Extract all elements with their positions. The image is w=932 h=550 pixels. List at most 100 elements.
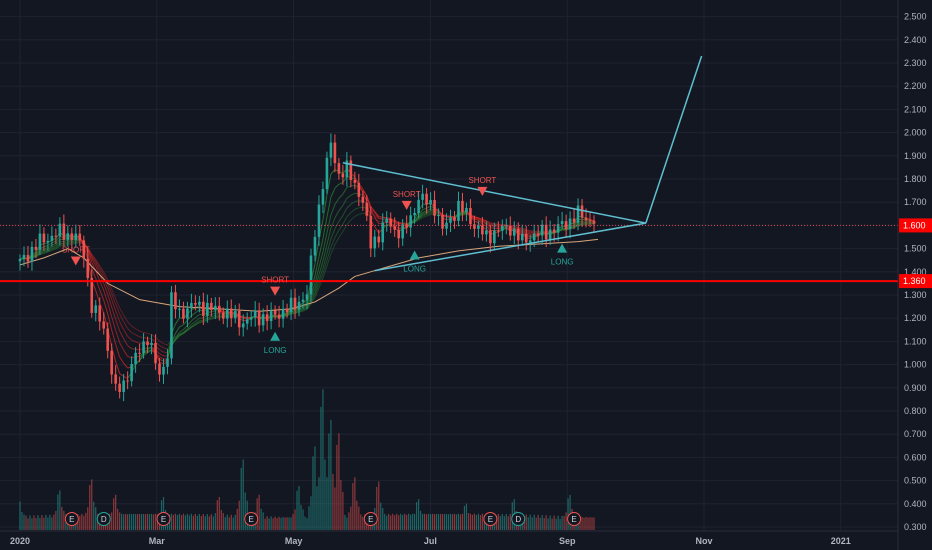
earnings-marker[interactable] [483, 512, 498, 526]
candle-body [301, 299, 305, 302]
dividend-marker[interactable] [511, 512, 526, 526]
volume-bar [258, 494, 260, 530]
volume-bar [200, 515, 202, 530]
earnings-marker[interactable] [363, 512, 378, 526]
long-signal-label: LONG [403, 265, 426, 274]
ribbon-segment [426, 205, 431, 209]
volume-bar [136, 513, 139, 530]
ribbon-segment [51, 248, 57, 251]
volume-bar [272, 518, 274, 530]
dividend-marker[interactable] [96, 512, 111, 526]
breakout-projection-line[interactable] [645, 55, 703, 224]
candle-body [425, 193, 428, 205]
ribbon-segment [314, 287, 320, 298]
volume-bar [242, 459, 244, 530]
ribbon-segment [418, 217, 423, 221]
candle-body [309, 255, 313, 295]
candle-body [58, 223, 62, 237]
ribbon-segment [119, 330, 125, 340]
ribbon-segment [374, 212, 380, 218]
volume-bar [296, 490, 298, 530]
candle-body [369, 215, 373, 249]
volume-bar [142, 513, 145, 530]
ribbon-segment [522, 227, 527, 230]
volume-bar [310, 496, 312, 530]
earnings-marker[interactable] [244, 512, 259, 526]
ribbon-segment [286, 313, 292, 317]
ribbon-segment [374, 216, 380, 225]
volume-bar [152, 514, 155, 530]
ribbon-segment [139, 352, 144, 357]
candle-body [198, 301, 201, 305]
ribbon-segment [191, 307, 196, 311]
candle-body [397, 229, 400, 239]
candle-body [329, 142, 333, 158]
ribbon-segment [310, 294, 316, 303]
earnings-marker[interactable] [64, 512, 79, 526]
ribbon-segment [139, 336, 144, 339]
trendlines[interactable] [0, 55, 898, 283]
ribbon-segment [59, 244, 64, 246]
y-tick-label: 1.100 [904, 336, 927, 346]
ribbon-segment [107, 287, 113, 300]
volume-bar [228, 517, 230, 530]
earnings-marker[interactable] [156, 512, 171, 526]
ribbon-segment [87, 249, 93, 263]
ribbon-segment [314, 256, 320, 276]
ribbon-segment [159, 349, 164, 353]
volume-bar [31, 518, 33, 530]
ribbon-segment [573, 225, 579, 229]
volume-bar [134, 514, 137, 530]
volume-bar [318, 477, 320, 530]
y-tick-label: 2.100 [904, 104, 927, 114]
ribbon-segment [159, 345, 164, 349]
volume-bar [503, 516, 505, 530]
ribbon-segment [183, 330, 188, 334]
volume-bar [79, 515, 81, 530]
ribbon-segment [346, 212, 352, 218]
ribbon-segment [135, 334, 140, 338]
volume-bar [306, 518, 308, 530]
ribbon-segment [195, 320, 200, 325]
ribbon-segment [370, 212, 376, 216]
ribbon-segment [91, 256, 97, 264]
volume-bar [322, 389, 324, 530]
ribbon-segment [334, 237, 340, 245]
earnings-marker[interactable] [567, 512, 582, 526]
candle-body [409, 215, 412, 228]
candle-body [325, 157, 329, 190]
candle-body [241, 323, 245, 328]
candle-body [465, 207, 468, 213]
ribbon-segment [123, 329, 129, 337]
ribbon-segment [526, 232, 531, 235]
volume-bar [113, 498, 115, 530]
candle-body [453, 217, 456, 221]
volume-bar [61, 506, 63, 530]
ribbon-segment [47, 249, 53, 252]
volume-bar [148, 514, 151, 530]
candle-body [38, 233, 42, 250]
candle-body [433, 200, 436, 216]
candle-body [385, 218, 389, 223]
ribbon-segment [478, 220, 483, 225]
volume-bar [262, 512, 264, 530]
ribbon-segment [119, 373, 124, 377]
volume-bar [533, 514, 535, 530]
triangle-lower-line[interactable] [374, 222, 646, 272]
ribbon-segment [318, 278, 324, 289]
triangle-upper-line[interactable] [342, 162, 646, 224]
candle-body [353, 180, 357, 183]
candle-body [98, 305, 102, 322]
volume-bar [294, 509, 296, 530]
ribbon-segment [402, 222, 407, 225]
volume-bar [585, 517, 587, 530]
volume-bar [332, 473, 334, 530]
ribbon-segment [203, 319, 208, 323]
ribbon-segment [342, 176, 348, 183]
ribbon-segment [334, 198, 340, 205]
ribbon-segment [490, 223, 495, 226]
x-tick-label: Nov [695, 536, 712, 546]
